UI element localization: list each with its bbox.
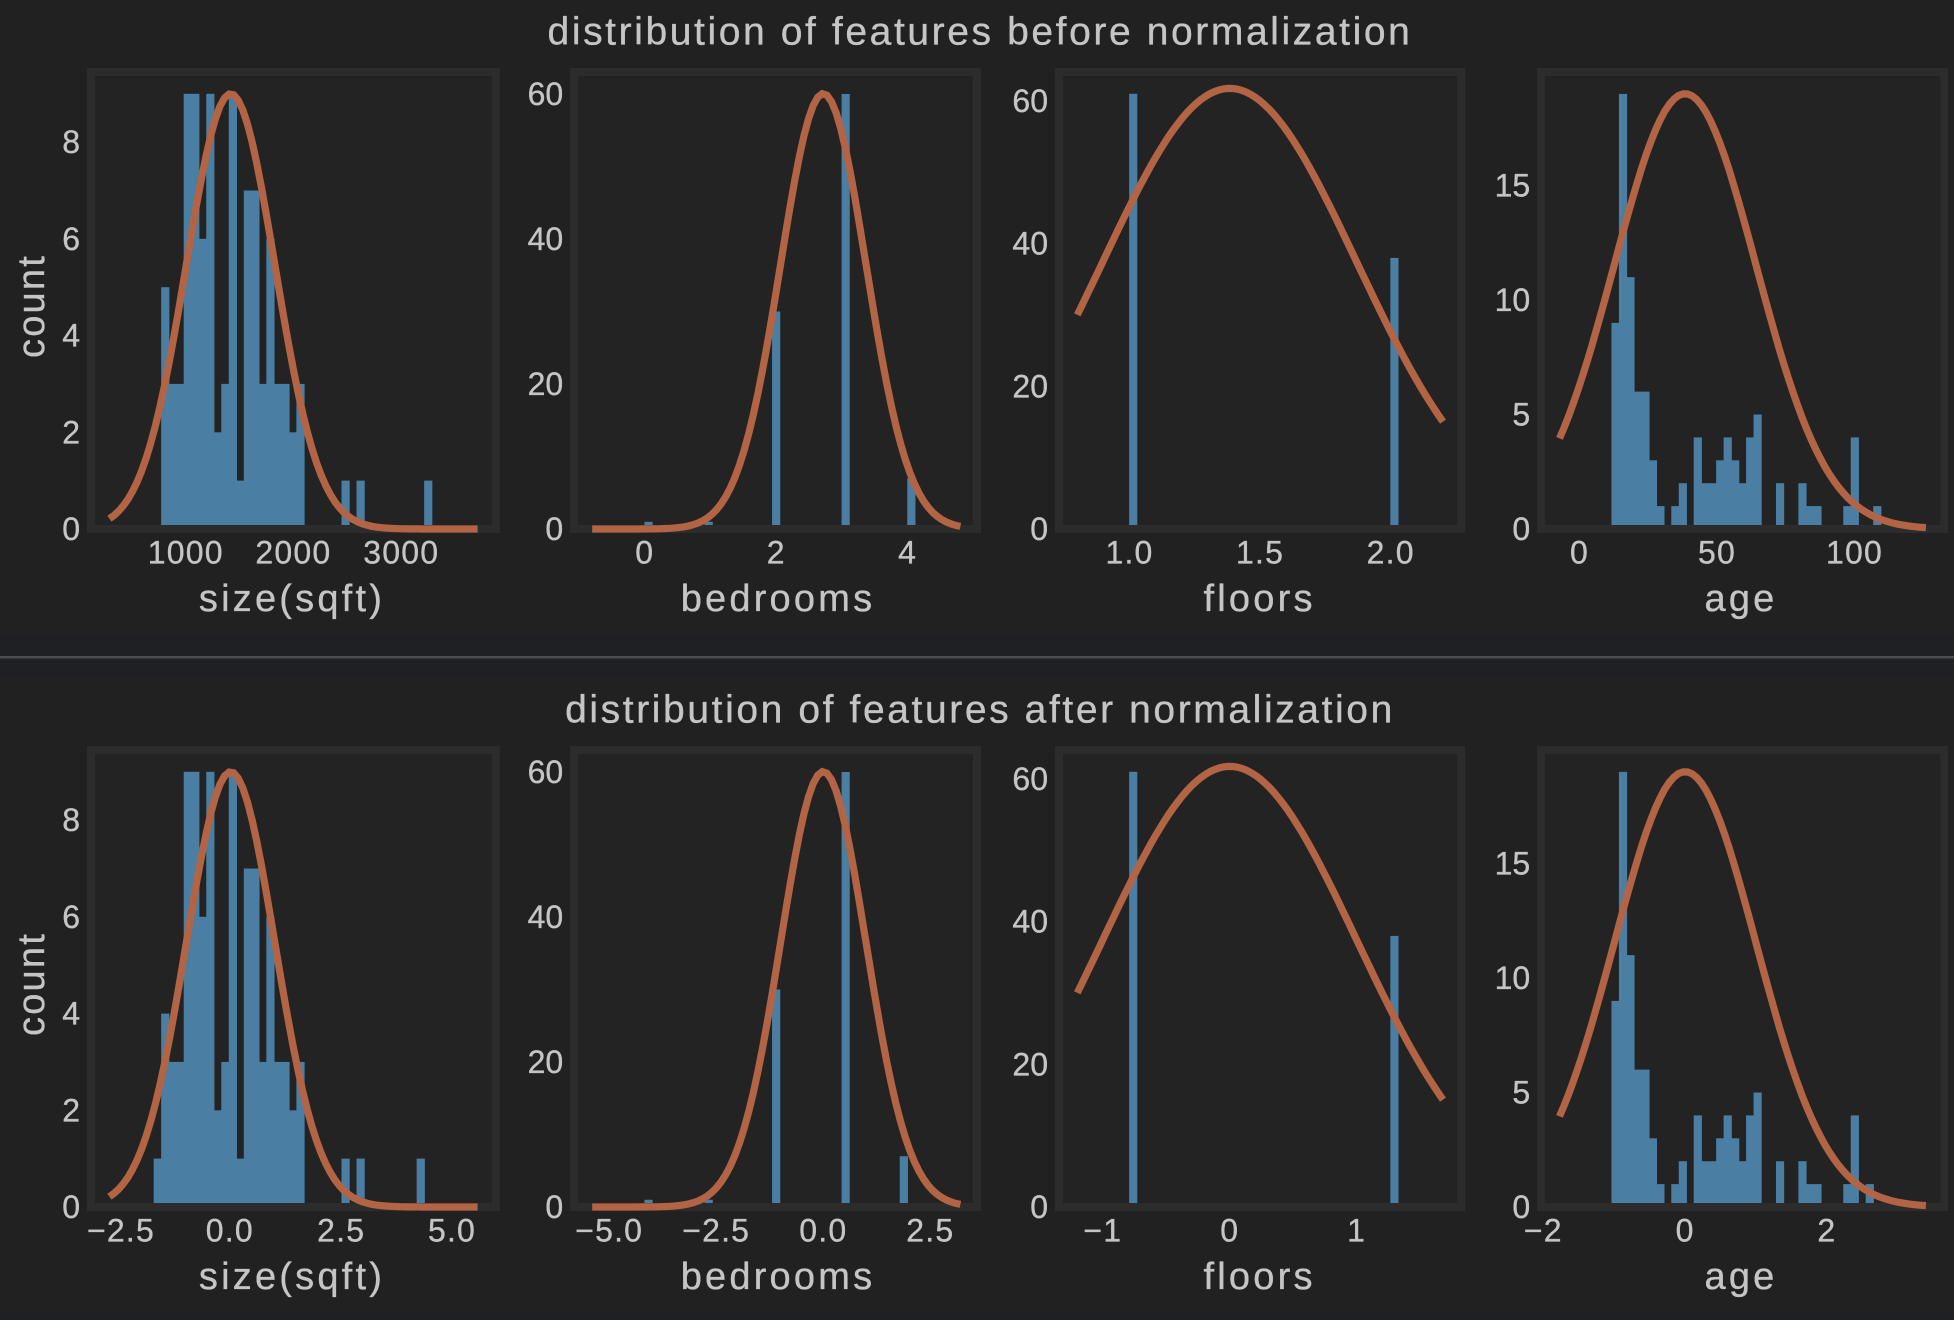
svg-text:15: 15 — [1495, 846, 1531, 882]
svg-text:−5.0: −5.0 — [575, 1213, 643, 1249]
svg-text:100: 100 — [1826, 535, 1883, 571]
svg-text:5: 5 — [1512, 1075, 1530, 1111]
svg-text:20: 20 — [1012, 368, 1048, 404]
svg-text:1: 1 — [1347, 1213, 1366, 1249]
svg-text:4: 4 — [62, 996, 80, 1032]
svg-text:−1: −1 — [1083, 1213, 1122, 1249]
svg-text:40: 40 — [1012, 226, 1048, 262]
svg-text:5.0: 5.0 — [428, 1213, 476, 1249]
svg-text:0: 0 — [545, 511, 563, 547]
svg-text:2: 2 — [62, 414, 80, 450]
svg-text:distribution of features after: distribution of features after normaliza… — [565, 689, 1395, 732]
svg-text:−2.5: −2.5 — [682, 1213, 750, 1249]
svg-text:−2.5: −2.5 — [87, 1213, 155, 1249]
svg-text:20: 20 — [1012, 1046, 1048, 1082]
svg-text:size(sqft): size(sqft) — [199, 1256, 385, 1298]
svg-text:0: 0 — [1570, 535, 1589, 571]
svg-text:2000: 2000 — [255, 535, 331, 571]
svg-text:0: 0 — [62, 1189, 80, 1225]
svg-text:60: 60 — [528, 754, 564, 790]
svg-text:2.5: 2.5 — [906, 1213, 954, 1249]
svg-text:20: 20 — [528, 366, 564, 402]
svg-text:bedrooms: bedrooms — [681, 578, 876, 620]
svg-text:8: 8 — [62, 124, 80, 160]
svg-text:4: 4 — [898, 535, 917, 571]
svg-text:1000: 1000 — [148, 535, 224, 571]
svg-text:size(sqft): size(sqft) — [199, 578, 385, 620]
svg-text:bedrooms: bedrooms — [681, 1256, 876, 1298]
svg-text:0: 0 — [1676, 1213, 1695, 1249]
svg-text:count: count — [11, 254, 53, 358]
svg-text:age: age — [1704, 1256, 1777, 1298]
svg-text:2.5: 2.5 — [317, 1213, 365, 1249]
svg-text:60: 60 — [1012, 761, 1048, 797]
svg-text:count: count — [11, 932, 53, 1036]
svg-text:age: age — [1704, 578, 1777, 620]
svg-text:floors: floors — [1204, 578, 1316, 620]
svg-text:20: 20 — [528, 1044, 564, 1080]
svg-text:10: 10 — [1495, 960, 1531, 996]
svg-text:6: 6 — [62, 221, 80, 257]
svg-text:0: 0 — [1220, 1213, 1239, 1249]
svg-text:0.0: 0.0 — [799, 1213, 847, 1249]
svg-text:2.0: 2.0 — [1367, 535, 1415, 571]
svg-text:−2: −2 — [1524, 1213, 1563, 1249]
svg-text:0: 0 — [1512, 1189, 1530, 1225]
svg-text:40: 40 — [528, 899, 564, 935]
svg-text:0.0: 0.0 — [206, 1213, 254, 1249]
svg-text:floors: floors — [1204, 1256, 1316, 1298]
svg-text:0: 0 — [62, 511, 80, 547]
svg-text:2: 2 — [767, 535, 786, 571]
svg-text:0: 0 — [1512, 511, 1530, 547]
svg-text:2: 2 — [62, 1092, 80, 1128]
svg-text:3000: 3000 — [363, 535, 439, 571]
svg-text:4: 4 — [62, 318, 80, 354]
svg-text:5: 5 — [1512, 397, 1530, 433]
svg-text:6: 6 — [62, 899, 80, 935]
svg-text:8: 8 — [62, 802, 80, 838]
svg-text:2: 2 — [1817, 1213, 1836, 1249]
svg-text:distribution of features befor: distribution of features before normaliz… — [548, 11, 1413, 54]
svg-text:1.5: 1.5 — [1236, 535, 1284, 571]
svg-text:60: 60 — [1012, 83, 1048, 119]
svg-text:10: 10 — [1495, 282, 1531, 318]
svg-text:0: 0 — [635, 535, 654, 571]
svg-text:0: 0 — [1030, 1189, 1048, 1225]
svg-text:0: 0 — [545, 1189, 563, 1225]
svg-text:15: 15 — [1495, 168, 1531, 204]
svg-text:1.0: 1.0 — [1105, 535, 1153, 571]
svg-text:50: 50 — [1698, 535, 1736, 571]
svg-text:60: 60 — [528, 76, 564, 112]
svg-text:40: 40 — [528, 221, 564, 257]
svg-text:0: 0 — [1030, 511, 1048, 547]
svg-text:40: 40 — [1012, 904, 1048, 940]
